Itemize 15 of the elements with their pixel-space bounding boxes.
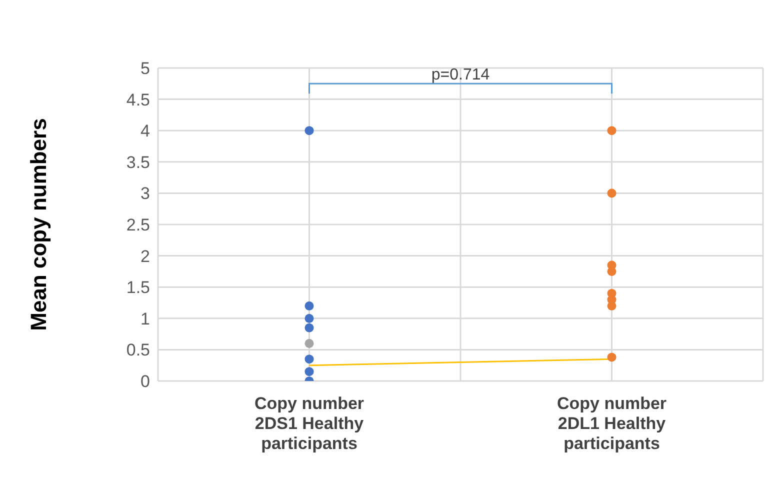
- y-tick-label: 0.5: [126, 340, 150, 360]
- x-tick-label: Copy number 2DS1 Healthy participants: [254, 394, 364, 453]
- y-tick-label: 4: [140, 122, 150, 141]
- y-tick-label: 0: [140, 372, 150, 392]
- y-tick-label: 3.5: [126, 152, 150, 172]
- y-tick-label: 2.5: [126, 216, 150, 235]
- x-tick-label: Copy number 2DL1 Healthy participants: [556, 394, 667, 453]
- y-tick-label: 1.5: [126, 278, 150, 298]
- annotation: p=0.714: [431, 66, 490, 84]
- y-axis-title: Mean copy numbers: [26, 118, 51, 331]
- y-tick-label: 1: [140, 309, 150, 328]
- y-tick-label: 4.5: [126, 90, 150, 110]
- y-tick-label: 5: [140, 59, 150, 78]
- y-tick-label: 3: [140, 184, 150, 204]
- y-tick-label: 2: [140, 246, 150, 266]
